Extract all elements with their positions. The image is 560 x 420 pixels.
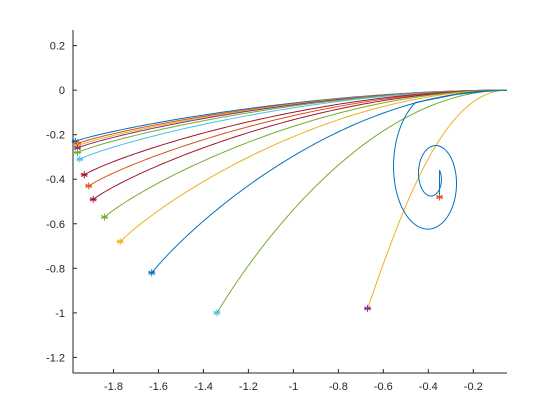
series-curve (79, 89, 508, 160)
y-tick-label: 0.2 (50, 41, 65, 53)
series-end-marker (80, 171, 88, 179)
series-end-marker (89, 195, 97, 203)
x-tick-label: -1.4 (194, 381, 213, 393)
x-tick-label: -1 (288, 381, 298, 393)
series-end-marker (364, 304, 372, 312)
series-end-marker (73, 144, 81, 152)
x-tick-label: -1.8 (104, 381, 123, 393)
series-curve (83, 89, 508, 176)
y-tick-label: -0.4 (46, 174, 65, 186)
y-tick-label: 0 (59, 85, 65, 97)
y-tick-label: -0.8 (46, 263, 65, 275)
series-curve (367, 89, 508, 309)
series-end-marker (116, 238, 124, 246)
markers-group (71, 137, 444, 317)
series-end-marker (436, 193, 444, 201)
y-axis-ticks: 0.2 0 -0.2 -0.4 -0.6 -0.8 -1 -1.2 (46, 41, 77, 364)
series-curve (119, 89, 508, 242)
x-tick-label: -1.2 (239, 381, 258, 393)
y-tick-label: -1.2 (46, 352, 65, 364)
x-axis-ticks: -1.8 -1.6 -1.4 -1.2 -1 -0.8 -0.6 -0.4 -0.2 (104, 369, 483, 393)
series-end-marker (148, 269, 156, 277)
series-curve (216, 89, 508, 314)
series-curve (104, 89, 508, 218)
series-end-marker (100, 213, 108, 221)
y-tick-label: -1 (55, 308, 65, 320)
x-tick-label: -0.8 (329, 381, 348, 393)
y-tick-label: -0.2 (46, 130, 65, 142)
series-end-marker (213, 309, 221, 317)
series-curve (92, 89, 508, 200)
series-end-marker (76, 155, 84, 163)
y-tick-label: -0.6 (46, 219, 65, 231)
series-end-marker (73, 149, 81, 156)
x-tick-label: -1.6 (149, 381, 168, 393)
curves-group (75, 89, 508, 314)
x-tick-label: -0.2 (464, 381, 483, 393)
series-end-marker (85, 182, 93, 190)
series-curve (393, 89, 508, 230)
x-tick-label: -0.4 (419, 381, 438, 393)
x-tick-label: -0.6 (374, 381, 393, 393)
series-curve (88, 89, 508, 187)
